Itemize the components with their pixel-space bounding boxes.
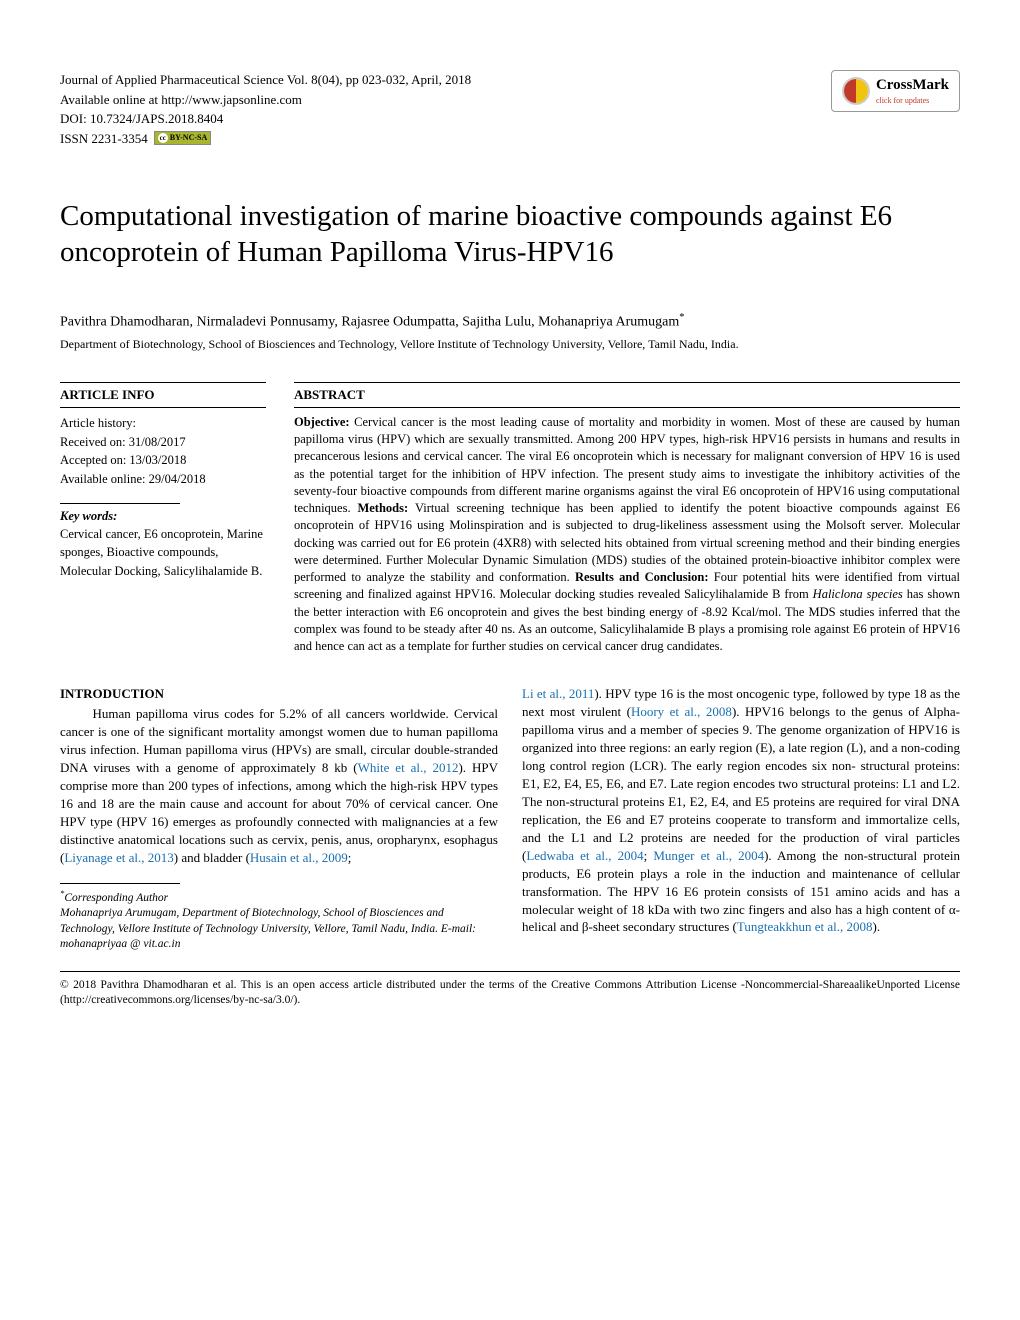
corresponding-footnote: *Corresponding Author Mohanapriya Arumug… bbox=[60, 888, 498, 953]
cc-circle-icon: cc bbox=[158, 133, 168, 143]
intro-heading: INTRODUCTION bbox=[60, 685, 498, 703]
header-row: Journal of Applied Pharmaceutical Scienc… bbox=[60, 70, 960, 148]
citation-li[interactable]: Li et al., 2011 bbox=[522, 686, 594, 701]
citation-munger[interactable]: Munger et al., 2004 bbox=[653, 848, 764, 863]
footnote-rule bbox=[60, 883, 180, 884]
abstract-meth-label: Methods: bbox=[357, 501, 415, 515]
info-abstract-row: ARTICLE INFO Article history: Received o… bbox=[60, 382, 960, 655]
abstract-res-label: Results and Conclusion: bbox=[575, 570, 714, 584]
journal-meta: Journal of Applied Pharmaceutical Scienc… bbox=[60, 70, 471, 148]
affiliation-line: Department of Biotechnology, School of B… bbox=[60, 336, 960, 352]
crossmark-text: CrossMark click for updates bbox=[876, 75, 949, 107]
left-column: INTRODUCTION Human papilloma virus codes… bbox=[60, 685, 498, 952]
license-text: © 2018 Pavithra Dhamodharan et al. This … bbox=[60, 978, 960, 1009]
crossmark-badge[interactable]: CrossMark click for updates bbox=[831, 70, 960, 112]
citation-tungteakkhun[interactable]: Tungteakkhun et al., 2008 bbox=[737, 919, 873, 934]
crossmark-label: CrossMark bbox=[876, 77, 949, 93]
article-history: Article history: Received on: 31/08/2017… bbox=[60, 414, 266, 489]
issn-row: ISSN 2231-3354 cc BY-NC-SA bbox=[60, 129, 471, 149]
article-title: Computational investigation of marine bi… bbox=[60, 198, 960, 271]
history-l1: Article history: bbox=[60, 414, 266, 433]
abstract-text: Objective: Cervical cancer is the most l… bbox=[294, 414, 960, 656]
history-l2: Received on: 31/08/2017 bbox=[60, 433, 266, 452]
history-l4: Available online: 29/04/2018 bbox=[60, 470, 266, 489]
footnote-text: Mohanapriya Arumugam, Department of Biot… bbox=[60, 907, 476, 950]
journal-line1: Journal of Applied Pharmaceutical Scienc… bbox=[60, 70, 471, 90]
corresponding-marker: * bbox=[679, 312, 684, 323]
cc-text: BY-NC-SA bbox=[170, 132, 208, 144]
abstract-obj: Cervical cancer is the most leading caus… bbox=[294, 415, 960, 515]
journal-line2: Available online at http://www.japsonlin… bbox=[60, 90, 471, 110]
citation-white[interactable]: White et al., 2012 bbox=[358, 760, 459, 775]
citation-husain[interactable]: Husain et al., 2009 bbox=[250, 850, 348, 865]
citation-ledwaba[interactable]: Ledwaba et al., 2004 bbox=[526, 848, 643, 863]
abstract-col: ABSTRACT Objective: Cervical cancer is t… bbox=[294, 382, 960, 655]
intro-c2e: ). bbox=[873, 919, 881, 934]
article-info-col: ARTICLE INFO Article history: Received o… bbox=[60, 382, 266, 655]
abstract-head: ABSTRACT bbox=[294, 382, 960, 408]
footnote-label: Corresponding Author bbox=[64, 891, 168, 903]
authors-line: Pavithra Dhamodharan, Nirmaladevi Ponnus… bbox=[60, 311, 960, 333]
license-rule bbox=[60, 971, 960, 972]
intro-c1c: ) and bladder ( bbox=[174, 850, 250, 865]
crossmark-logo-icon bbox=[842, 77, 870, 105]
right-column: Li et al., 2011). HPV type 16 is the mos… bbox=[522, 685, 960, 952]
intro-c2c: ; bbox=[644, 848, 654, 863]
abstract-obj-label: Objective: bbox=[294, 415, 354, 429]
authors-text: Pavithra Dhamodharan, Nirmaladevi Ponnus… bbox=[60, 314, 679, 329]
intro-para-left: Human papilloma virus codes for 5.2% of … bbox=[60, 705, 498, 866]
citation-liyanage[interactable]: Liyanage et al., 2013 bbox=[64, 850, 173, 865]
body-columns: INTRODUCTION Human papilloma virus codes… bbox=[60, 685, 960, 952]
keywords-rule bbox=[60, 503, 180, 504]
intro-c2b: ). HPV16 belongs to the genus of Alpha-p… bbox=[522, 704, 960, 863]
citation-hoory[interactable]: Hoory et al., 2008 bbox=[631, 704, 732, 719]
cc-badge-icon: cc BY-NC-SA bbox=[154, 131, 212, 145]
intro-para-right: Li et al., 2011). HPV type 16 is the mos… bbox=[522, 685, 960, 936]
crossmark-sub: click for updates bbox=[876, 96, 949, 107]
intro-c1d: ; bbox=[348, 850, 352, 865]
keywords-head: Key words: bbox=[60, 508, 266, 525]
journal-doi: DOI: 10.7324/JAPS.2018.8404 bbox=[60, 109, 471, 129]
abstract-res-ital: Haliclona species bbox=[813, 587, 903, 601]
history-l3: Accepted on: 13/03/2018 bbox=[60, 451, 266, 470]
issn-text: ISSN 2231-3354 bbox=[60, 129, 148, 149]
keywords-text: Cervical cancer, E6 oncoprotein, Marine … bbox=[60, 525, 266, 581]
article-info-head: ARTICLE INFO bbox=[60, 382, 266, 408]
